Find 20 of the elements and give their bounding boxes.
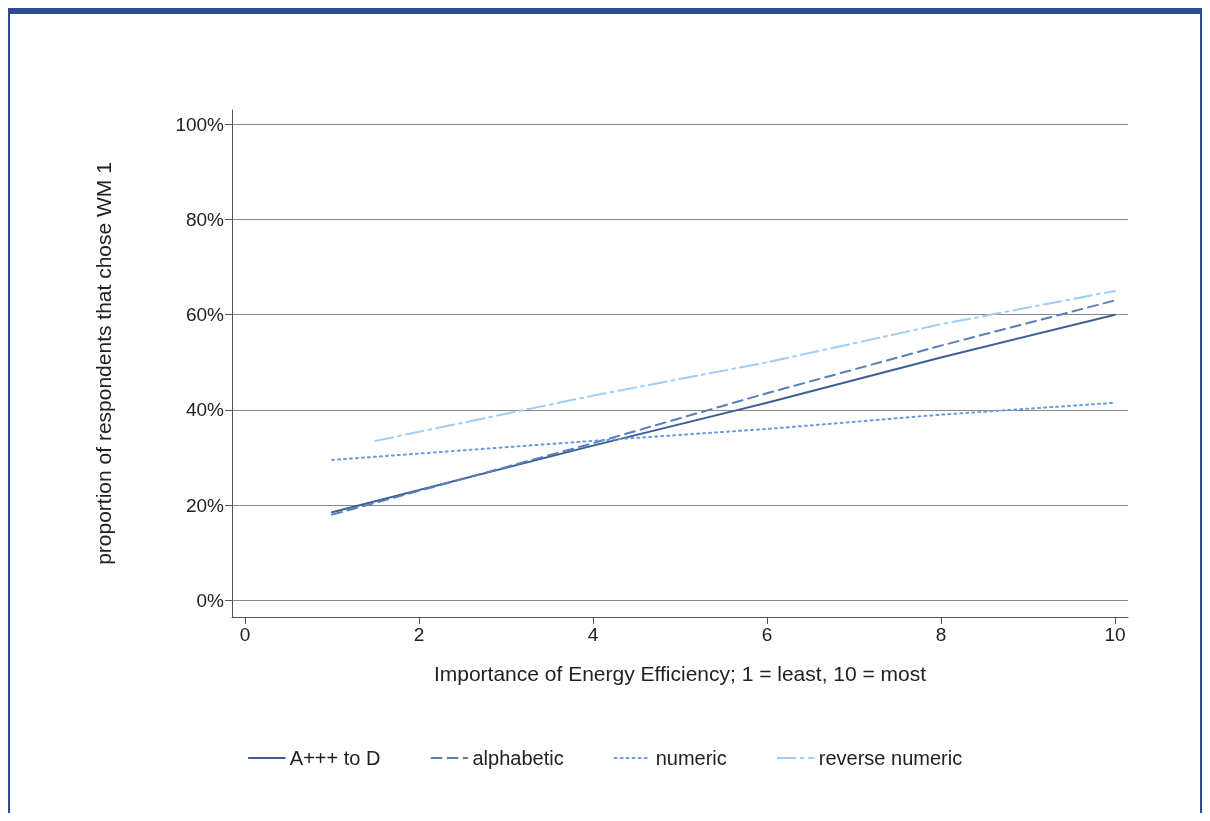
legend-label: A+++ to D [289,747,381,769]
legend-label: reverse numeric [818,747,963,769]
x-tick-label: 4 [587,624,599,645]
y-tick-label: 60% [185,304,225,326]
x-axis-title: Importance of Energy Efficiency; 1 = least, 10 = most [433,662,927,685]
line-series [374,289,1116,442]
x-tick-label: 2 [413,624,425,645]
legend-label: alphabetic [472,747,564,769]
y-tick-label: 0% [196,589,225,611]
x-tick-label: 0 [239,624,251,645]
y-axis-title: proportion of respondents that chose WM 1 [92,162,115,565]
x-tick-label: 6 [761,624,773,645]
x-tick-label: 8 [935,624,947,645]
y-tick-label: 20% [185,494,225,516]
legend-label: numeric [655,747,727,769]
y-tick-label: 40% [185,399,225,421]
y-tick-label: 100% [175,113,225,135]
y-tick-label: 80% [185,208,225,230]
x-tick-label: 10 [1104,624,1126,645]
line-series [331,401,1116,461]
